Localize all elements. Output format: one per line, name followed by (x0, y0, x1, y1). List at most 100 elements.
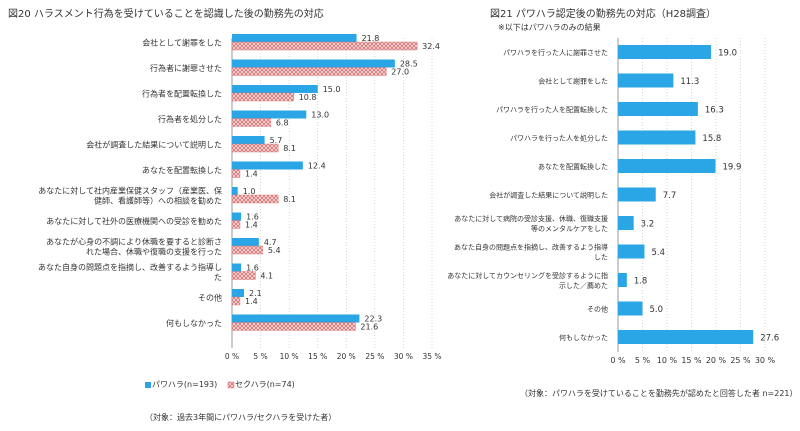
chart20-bar-sekuhara (231, 296, 241, 306)
chart20-data-label: 5.7 (270, 136, 283, 145)
chart20-data-label: 1.4 (245, 221, 258, 230)
chart20-bar-pawahara (232, 289, 244, 297)
chart20-tick-label: 10 % (280, 352, 299, 361)
chart20-bar-pawahara (232, 34, 357, 42)
chart20-tick-label: 30 % (394, 352, 413, 361)
chart21-bar-pawahara (618, 73, 674, 88)
chart21-data-label: 27.6 (760, 334, 779, 344)
chart20-legend-pawahara-swatch (145, 382, 151, 388)
chart20-tick-label: 25 % (365, 352, 384, 361)
chart20-data-label: 2.1 (249, 289, 262, 298)
chart20-bar-pawahara (232, 85, 318, 93)
chart20-bar-sekuhara (231, 271, 256, 280)
chart20-data-label: 21.6 (360, 323, 378, 332)
chart20-data-label: 1.4 (245, 170, 258, 179)
chart20-bar-pawahara (232, 136, 265, 144)
chart20-data-label: 10.8 (299, 93, 317, 102)
chart21-tick-label: 25 % (730, 356, 751, 365)
chart21-category-label: あなたを配置転換した (538, 162, 608, 171)
chart20-bar-pawahara (232, 59, 395, 68)
chart20-category-label: その他 (198, 293, 222, 303)
chart20-bar-sekuhara (231, 322, 356, 331)
chart21-category-label: 会社が調査した結果について説明した (489, 191, 608, 200)
chart21-category-label: あなたに対してカウンセリングを受診するように指 (447, 271, 608, 280)
chart20-category-label: あなた自身の問題点を指摘し、改善するよう指導し (38, 262, 222, 272)
chart21-tick-label: 15 % (681, 356, 702, 365)
chart21-bar-pawahara (618, 45, 712, 59)
chart20-bar-sekuhara (231, 118, 272, 127)
chart20-tick-label: 15 % (308, 352, 327, 361)
chart21-bar-pawahara (618, 273, 627, 287)
chart20-tick-label: 5 % (253, 352, 267, 361)
chart21-data-label: 15.8 (702, 134, 721, 144)
chart20-category-label: あなたを配置転換した (142, 165, 222, 175)
chart20-category-label: あなたが心身の不調により休職を要すると診断さ (46, 237, 222, 247)
chart20-data-label: 4.7 (264, 238, 277, 247)
chart20-data-label: 21.8 (362, 34, 380, 43)
chart21-category-label: 何もしなかった (559, 333, 608, 342)
chart21-bar-pawahara (618, 130, 696, 145)
chart20-data-label: 6.8 (276, 119, 289, 128)
chart21-category-label: パワハラを行った人を配置転換した (496, 105, 608, 114)
chart21-category-label: 示した／薦めた (559, 281, 608, 290)
chart21-tick-label: 10 % (657, 356, 678, 365)
chart20-category-label: 行為者を配置転換した (142, 89, 222, 99)
chart21-bar-pawahara (618, 330, 754, 344)
chart20-bar-pawahara (232, 212, 242, 221)
chart21-bar-pawahara (618, 187, 656, 202)
chart21-tick-label: 20 % (706, 356, 727, 365)
chart20-bar-pawahara (232, 187, 238, 195)
chart20-title: 図20 ハラスメント行為を受けていることを認識した後の勤務先の対応 (8, 7, 324, 20)
chart20-data-label: 1.0 (243, 187, 256, 196)
chart20-bar-sekuhara (231, 169, 241, 178)
chart21-bar-pawahara (618, 159, 716, 173)
chart20-category-label: 健師、看護師等）への相談を勧めた (94, 196, 222, 206)
chart20-data-label: 12.4 (308, 162, 326, 171)
chart21-category-label: 会社として謝罪をした (538, 77, 608, 86)
chart21-category-label: 等のメンタルケアをした (531, 224, 608, 233)
chart21-tick-label: 0 % (610, 356, 626, 365)
chart20-category-label: 会社が調査した結果について説明した (86, 140, 222, 150)
chart20-data-label: 8.1 (283, 144, 296, 153)
chart20-category-label: 何もしなかった (166, 318, 222, 328)
chart20-bar-sekuhara (231, 92, 294, 102)
chart21-title: 図21 パワハラ認定後の勤務先の対応（H28調査） (490, 7, 716, 20)
chart21-data-label: 5.0 (650, 305, 664, 315)
chart21-subtitle: ※以下はパワハラのみの結果 (498, 22, 601, 32)
chart21-data-label: 16.3 (705, 106, 724, 116)
chart21-tick-label: 5 % (635, 356, 651, 365)
chart21-category-label: あなた自身の問題点を指摘し、改善するよう指導 (454, 243, 608, 252)
chart21-bar-pawahara (618, 216, 634, 230)
chart20-bar-sekuhara (231, 245, 264, 255)
chart20-tick-label: 0 % (225, 352, 239, 361)
chart20-data-label: 5.4 (268, 246, 281, 255)
chart21-data-label: 7.7 (663, 191, 677, 201)
chart20-category-label: 行為者に謝罪させた (150, 63, 222, 73)
chart20-bar-pawahara (232, 110, 307, 119)
chart20-data-label: 8.1 (283, 195, 296, 204)
chart20-bar-sekuhara (231, 41, 418, 51)
chart20-bar-pawahara (232, 314, 360, 323)
chart20-note: （対象：過去3年間にパワハラ/セクハラを受けた者） (145, 412, 336, 422)
chart20-legend-sekuhara: セクハラ(n=74) (235, 380, 295, 389)
chart20-tick-label: 35 % (422, 352, 441, 361)
chart20-category-label: 会社として謝罪をした (142, 38, 222, 48)
chart20-legend-sekuhara-swatch (227, 381, 235, 389)
chart21-data-label: 5.4 (651, 248, 665, 258)
chart20-category-label: あなたに対して社内産業保健スタッフ（産業医、保 (38, 186, 222, 196)
chart21-category-label: パワハラを行った人を処分した (510, 134, 608, 143)
chart21-data-label: 19.9 (723, 163, 742, 173)
chart21-data-label: 11.3 (680, 77, 699, 87)
chart21-data-label: 1.8 (634, 277, 648, 287)
chart21-data-label: 19.0 (718, 49, 737, 59)
chart20-data-label: 1.6 (246, 264, 259, 273)
chart21-bar-pawahara (618, 102, 698, 116)
chart20-bar-sekuhara (231, 67, 387, 76)
chart20-tick-label: 20 % (337, 352, 356, 361)
chart20-bar-sekuhara (231, 143, 279, 153)
chart21-tick-label: 30 % (755, 356, 776, 365)
chart20-plot: 会社として謝罪をした 21.8 32.4 行為者に謝罪させた 28.527.0 行為者を配… (38, 34, 442, 361)
chart20-data-label: 1.6 (246, 213, 259, 222)
chart21-category-label: した (594, 254, 608, 262)
